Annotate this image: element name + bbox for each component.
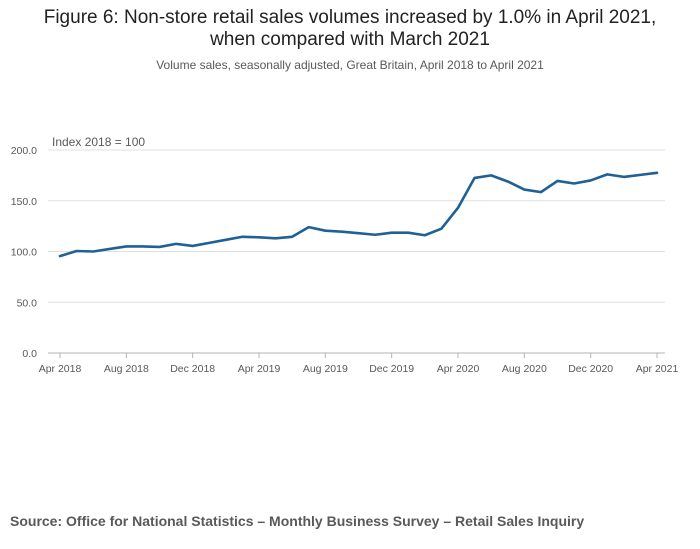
chart-subtitle: Volume sales, seasonally adjusted, Great…: [156, 58, 544, 72]
data-point: [355, 229, 363, 237]
y-tick-label: 200.0: [11, 145, 37, 157]
y-axis-ticks: 0.0 50.0 100.0 150.0 200.0: [11, 145, 37, 360]
data-point: [106, 245, 114, 253]
data-point: [205, 239, 213, 247]
data-point: [288, 233, 296, 241]
data-point: [437, 225, 445, 233]
x-axis: Apr 2018 Aug 2018 Dec 2018 Apr 2019 Aug 2019…: [39, 353, 679, 375]
data-point: [554, 177, 562, 185]
y-tick-label: 150.0: [11, 196, 37, 208]
data-point: [454, 204, 462, 212]
x-tick-label: Dec 2020: [568, 363, 613, 375]
data-points: [56, 169, 661, 260]
y-axis-label: Index 2018 = 100: [52, 135, 145, 149]
chart-title: Figure 6: Non-store retail sales volumes…: [0, 7, 700, 51]
data-point: [653, 169, 661, 177]
data-point: [520, 186, 528, 194]
x-tick-label: Apr 2020: [437, 363, 480, 375]
data-point: [122, 242, 130, 250]
y-tick-label: 100.0: [11, 247, 37, 259]
gridlines: [48, 149, 665, 354]
data-point: [487, 171, 495, 179]
data-point: [371, 231, 379, 239]
y-tick-label: 0.0: [22, 348, 37, 360]
data-point: [603, 170, 611, 178]
data-point: [636, 171, 644, 179]
data-point: [156, 243, 164, 251]
x-tick-label: Dec 2019: [369, 363, 414, 375]
data-point: [404, 229, 412, 237]
data-point: [139, 242, 147, 250]
x-tick-label: Apr 2021: [636, 363, 679, 375]
data-point: [89, 248, 97, 256]
data-point: [321, 227, 329, 235]
data-point: [587, 176, 595, 184]
y-tick-label: 50.0: [17, 297, 38, 309]
data-point: [620, 173, 628, 181]
data-point: [172, 240, 180, 248]
data-point: [222, 236, 230, 244]
data-point: [189, 242, 197, 250]
data-point: [56, 252, 64, 260]
chart-title-line-2: when compared with March 2021: [210, 29, 490, 50]
data-point: [504, 177, 512, 185]
data-point: [238, 233, 246, 241]
x-tick-label: Aug 2018: [104, 363, 149, 375]
data-point: [272, 234, 280, 242]
line-chart: 0.0 50.0 100.0 150.0 200.0 Apr 2018 Aug 2018 D…: [11, 135, 679, 375]
data-point: [421, 231, 429, 239]
series-line: [58, 171, 659, 258]
chart-title-line-1: Figure 6: Non-store retail sales volumes…: [43, 7, 657, 28]
x-tick-label: Apr 2019: [238, 363, 281, 375]
x-tick-label: Apr 2018: [39, 363, 82, 375]
source-note: Source: Office for National Statistics –…: [10, 513, 585, 529]
x-tick-label: Dec 2018: [170, 363, 215, 375]
data-point: [305, 223, 313, 231]
data-point: [570, 179, 578, 187]
data-point: [537, 188, 545, 196]
data-point: [338, 228, 346, 236]
x-tick-label: Aug 2019: [303, 363, 348, 375]
data-point: [73, 247, 81, 255]
data-point: [388, 229, 396, 237]
data-point: [255, 233, 263, 241]
x-tick-label: Aug 2020: [502, 363, 547, 375]
data-point: [471, 174, 479, 182]
